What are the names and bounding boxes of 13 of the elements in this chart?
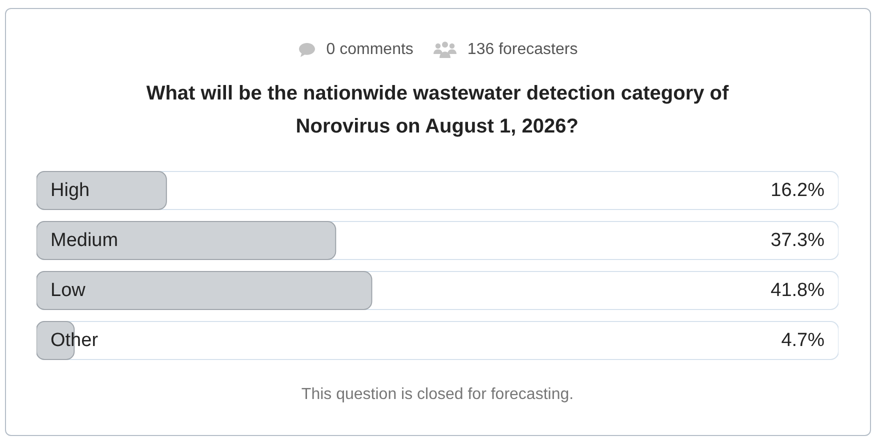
y-tick-label: High (50, 180, 90, 201)
y-tick-label: Other (50, 330, 99, 351)
text: This question is closed for forecasting. (301, 386, 574, 403)
bar (36, 171, 167, 210)
text: 0 comments (326, 40, 414, 60)
data-label: 16.2% (770, 180, 825, 201)
y-tick-label: Low (50, 280, 86, 301)
y-tick-label: Medium (50, 230, 118, 251)
data-label: 4.7% (781, 330, 825, 351)
data-label: 37.3% (770, 230, 825, 251)
text: 136 forecasters (467, 40, 578, 60)
chart-title: What will be the nationwide wastewater detection category of Norovirus on August 1, 2026? (146, 82, 729, 138)
data-label: 41.8% (770, 280, 825, 301)
